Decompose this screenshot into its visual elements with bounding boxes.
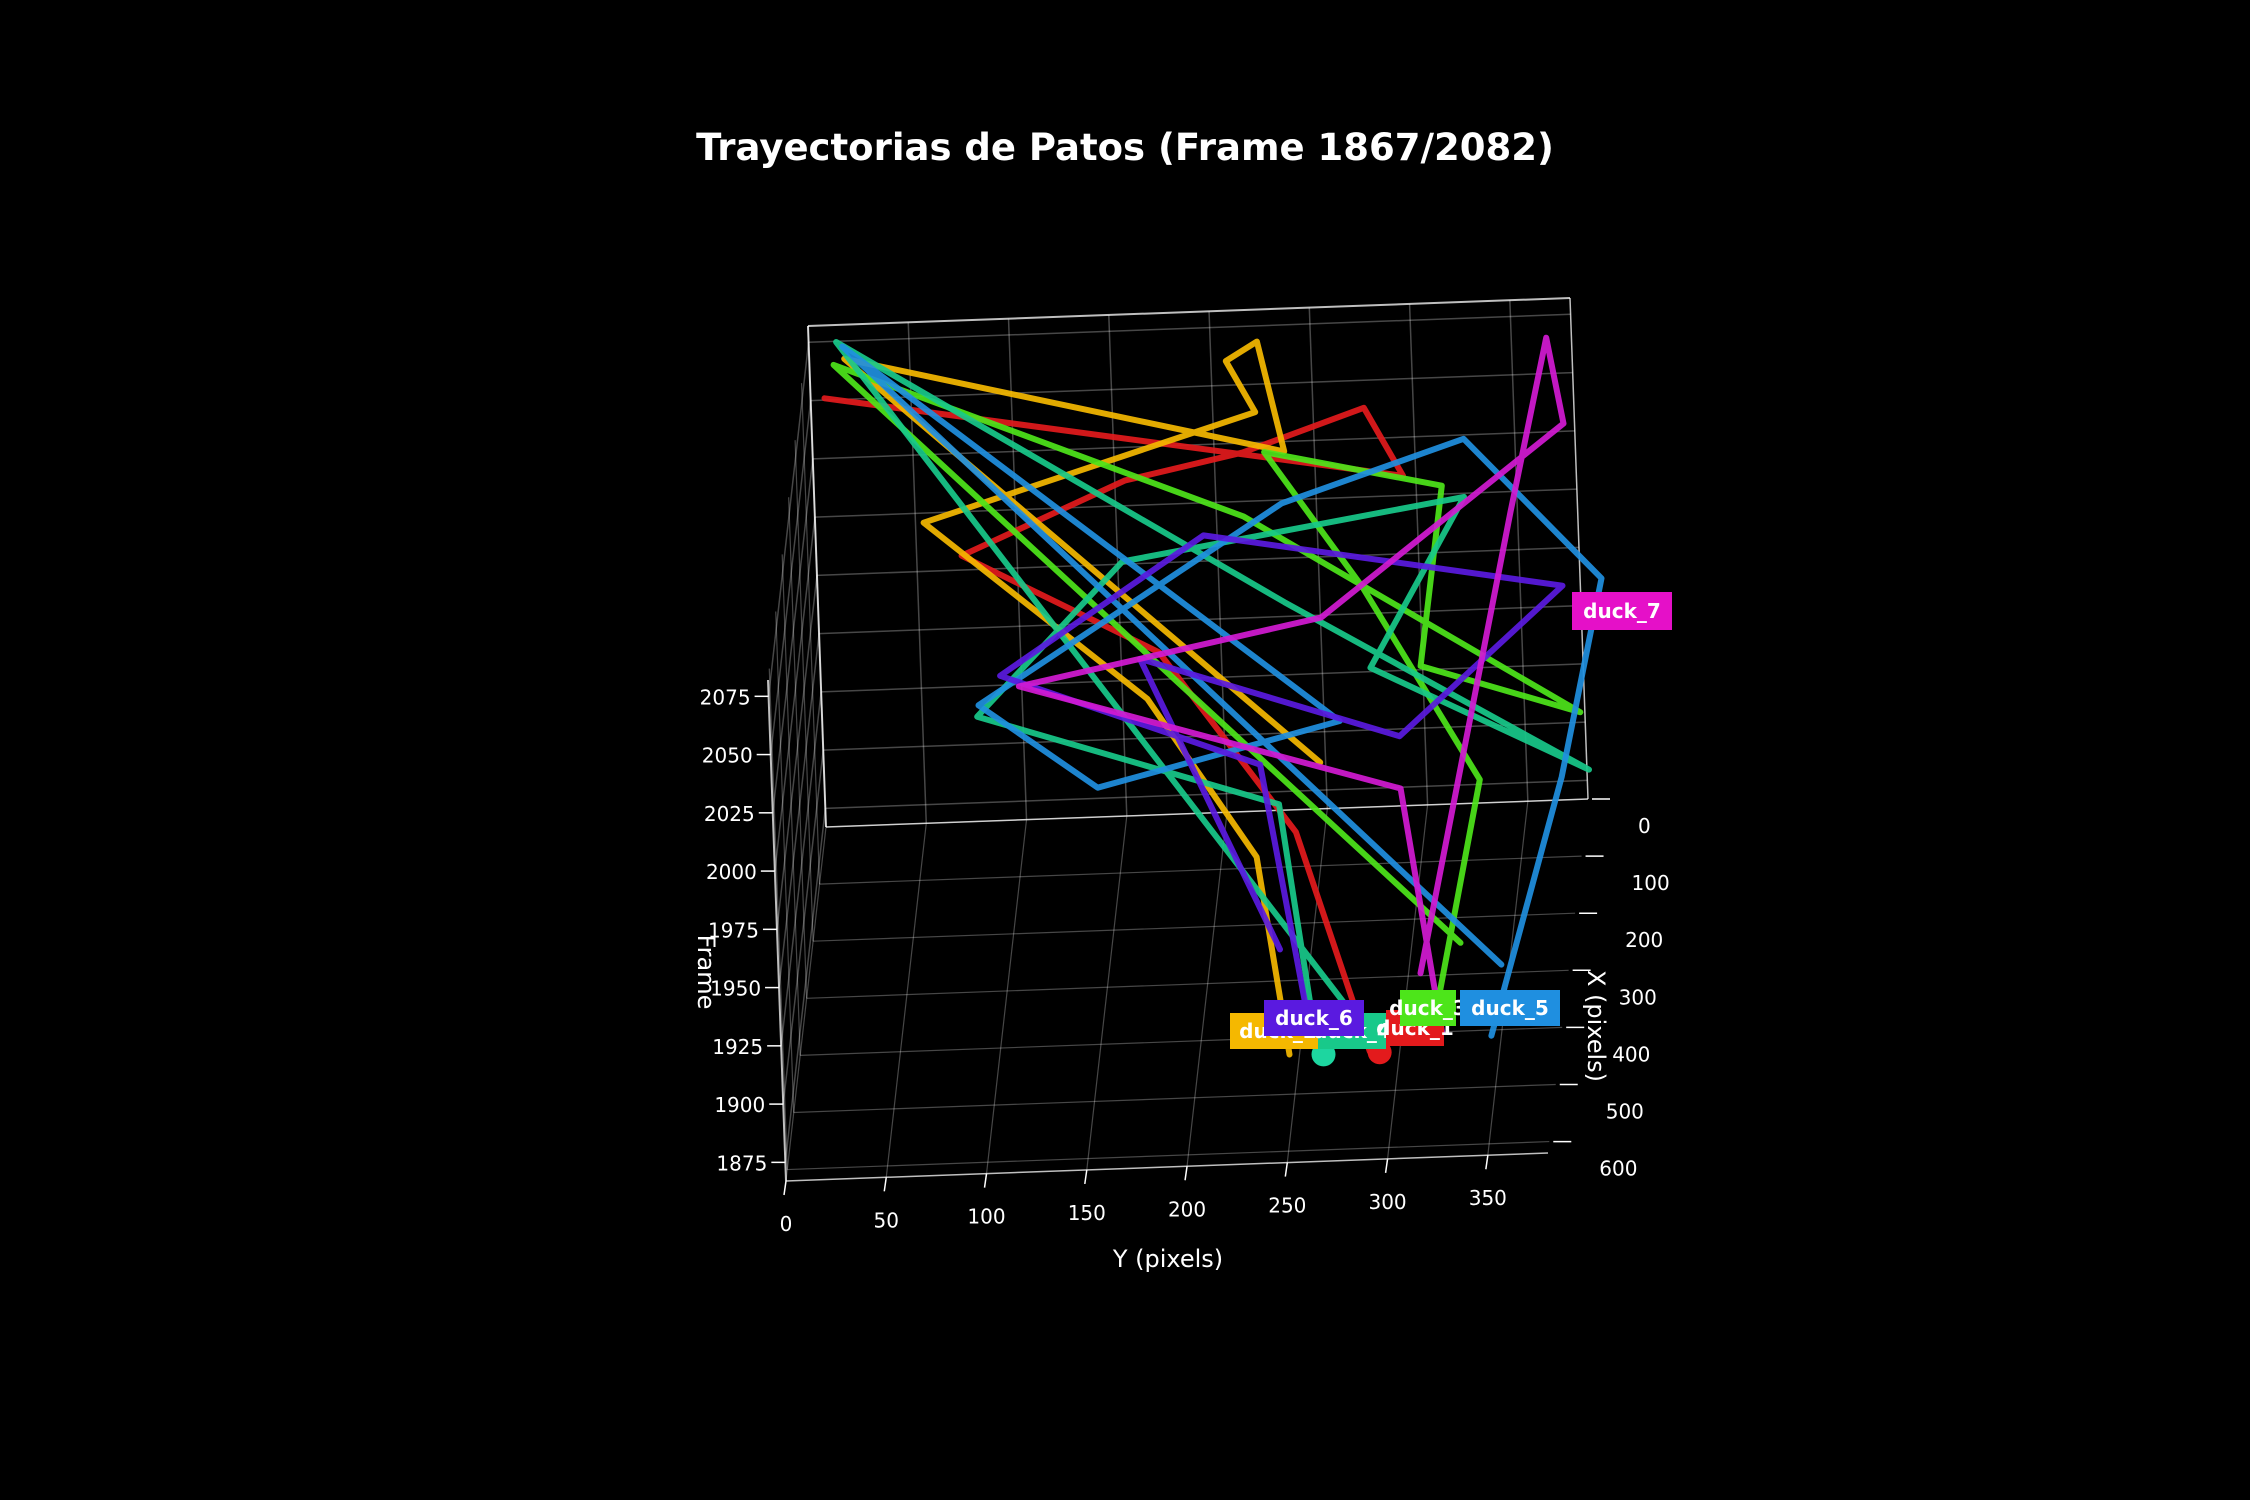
left-wall-gridline [800, 383, 821, 885]
x-tick-label: 100 [967, 1205, 1005, 1229]
floor-gridline [787, 1140, 1550, 1171]
x-tick-mark [1084, 1169, 1088, 1185]
x-tick-mark [1184, 1166, 1188, 1181]
left-wall-gridline [778, 633, 820, 988]
floor-gridline [1386, 804, 1429, 1159]
pane-edge [1569, 297, 1589, 800]
x-axis-label: Y (pixels) [1112, 1245, 1223, 1273]
left-wall-gridline [775, 611, 795, 1113]
left-wall-gridline [768, 668, 788, 1170]
chart-title: Trayectorias de Patos (Frame 1867/2082) [696, 126, 1554, 169]
floor-gridline [793, 1083, 1556, 1114]
z-tick-label: 1950 [710, 977, 761, 1001]
pane-edge [807, 325, 827, 828]
trajectory-duck_5 [839, 343, 1605, 1039]
left-wall-gridline [772, 458, 814, 813]
duck-label-text: duck_7 [1583, 599, 1661, 623]
duck-label-box [1572, 592, 1672, 630]
back-wall-gridline [810, 371, 1573, 402]
trajectory-duck_7 [1015, 334, 1567, 1035]
x-tick-label: 300 [1368, 1190, 1406, 1214]
trajectory-duck_6 [997, 532, 1566, 1040]
x-tick-label: 200 [1168, 1197, 1206, 1221]
z-tick-label: 1900 [714, 1093, 765, 1117]
trajectory-duck_1 [821, 395, 1406, 1055]
x-tick-mark [1485, 1155, 1489, 1170]
left-wall-gridline [769, 400, 812, 755]
x-tick-mark [1384, 1158, 1389, 1174]
x-tick-label: 50 [874, 1208, 899, 1232]
y-tick-label: 400 [1612, 1042, 1650, 1066]
back-wall-gridline [814, 488, 1577, 518]
trajectory-duck_3 [830, 361, 1584, 1041]
z-tick-label: 2000 [706, 860, 757, 884]
y-axis-label: X (pixels) [1582, 970, 1610, 1082]
x-tick-label: 150 [1068, 1201, 1106, 1225]
z-tick-label: 1875 [716, 1151, 767, 1175]
pane-edge [825, 798, 1589, 828]
trajectory-duck_4 [833, 339, 1592, 1063]
floor-gridline [785, 826, 827, 1182]
x-tick-mark [783, 1180, 787, 1196]
back-wall-gridline [808, 313, 1571, 344]
left-wall-gridline [788, 497, 808, 999]
z-tick-label: 2025 [704, 802, 755, 826]
y-tick-label: 0 [1638, 814, 1651, 838]
back-wall-gridline [1509, 300, 1529, 802]
floor-gridline [1186, 812, 1228, 1167]
z-axis-label: Frame [692, 935, 720, 1010]
duck-label-text: duck_6 [1275, 1006, 1353, 1030]
back-wall-gridline [907, 322, 928, 824]
pane-edge [785, 1152, 1549, 1182]
y-tick-label: 100 [1632, 871, 1670, 895]
duck-label-text: duck_3 [1389, 996, 1467, 1020]
left-wall-gridline [794, 440, 814, 942]
z-tick-label: 2050 [702, 744, 753, 768]
floor-gridline [1086, 815, 1128, 1171]
left-wall-gridline [767, 342, 810, 697]
duck-label-box [1264, 1000, 1364, 1036]
floor-gridline [985, 819, 1028, 1174]
left-wall-gridline [784, 808, 827, 1163]
floor-gridline [885, 823, 927, 1178]
y-tick-label: 300 [1619, 985, 1657, 1009]
x-tick-mark [983, 1173, 988, 1188]
left-wall-gridline [776, 575, 818, 930]
floor-gridline [819, 855, 1582, 885]
x-tick-label: 0 [780, 1212, 793, 1236]
y-tick-label: 200 [1625, 928, 1663, 952]
y-tick-label: 500 [1606, 1099, 1644, 1123]
x-tick-label: 250 [1268, 1194, 1306, 1218]
z-tick-label: 1975 [708, 918, 759, 942]
left-wall-gridline [781, 554, 801, 1056]
duck-label-box [1460, 990, 1560, 1026]
trajectory-duck_2 [841, 338, 1324, 1058]
duck-label-box [1400, 990, 1456, 1026]
duck-label-text: duck_5 [1471, 996, 1549, 1020]
x-tick-mark [1284, 1162, 1289, 1177]
x-tick-label: 350 [1469, 1186, 1507, 1210]
back-wall-gridline [1408, 303, 1429, 805]
left-wall-gridline [780, 691, 822, 1046]
left-wall-gridline [782, 750, 824, 1105]
z-tick-label: 1925 [712, 1035, 763, 1059]
y-tick-label: 600 [1599, 1157, 1637, 1181]
pane-edge [767, 679, 787, 1182]
left-wall-gridline [774, 516, 816, 872]
x-tick-mark [883, 1177, 888, 1192]
z-tick-label: 2075 [700, 685, 751, 709]
pane-edge [807, 297, 1571, 327]
